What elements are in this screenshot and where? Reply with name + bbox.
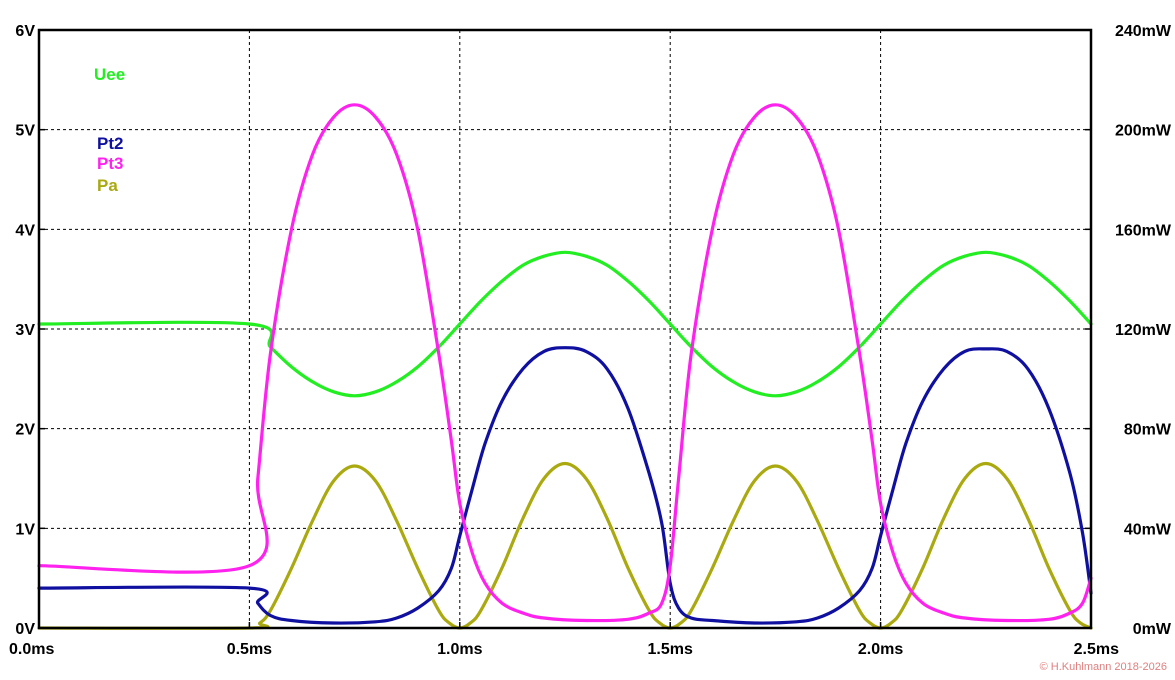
legend-entry-pt2: Pt2 [97,134,123,153]
y-right-tick-label: 240mW [1115,23,1172,40]
y-right-tick-label: 200mW [1115,123,1172,140]
series-lines [37,103,1093,630]
grid [39,30,1091,628]
y-left-tick-label: 2V [15,422,35,439]
copyright-text: © H.Kuhlmann 2018-2026 [1040,661,1167,673]
series-line-pt3 [37,103,1093,623]
y-left-tick-label: 0V [15,621,35,638]
legend-entry-pa: Pa [97,176,118,195]
y-left-tick-label: 4V [15,222,35,239]
x-tick-label: 0.5ms [227,641,272,658]
y-right-tick-label: 0mW [1133,621,1172,638]
series-line-pa [37,461,1093,630]
x-tick-label: 2.5ms [1074,641,1119,658]
y-right-tick-label: 80mW [1124,422,1172,439]
y-right-tick-label: 160mW [1115,222,1172,239]
series-line-pt2 [37,346,1093,625]
tick-labels: 0.0ms 0.5ms 1.0ms 1.5ms 2.0ms 2.5ms 0V 1V 2V 3V 4V… [9,23,1172,658]
legend-entry-uee: Uee [94,65,125,84]
y-left-tick-label: 3V [15,322,35,339]
x-tick-label: 0.0ms [9,641,54,658]
y-left-tick-label: 1V [15,521,35,538]
x-tick-label: 1.5ms [648,641,693,658]
y-left-tick-label: 6V [15,23,35,40]
legend-entry-pt3: Pt3 [97,154,123,173]
x-tick-label: 1.0ms [437,641,482,658]
y-left-tick-label: 5V [15,123,35,140]
x-tick-label: 2.0ms [858,641,903,658]
series-line-uee [37,250,1093,398]
y-right-tick-label: 120mW [1115,322,1172,339]
y-right-tick-label: 40mW [1124,521,1172,538]
